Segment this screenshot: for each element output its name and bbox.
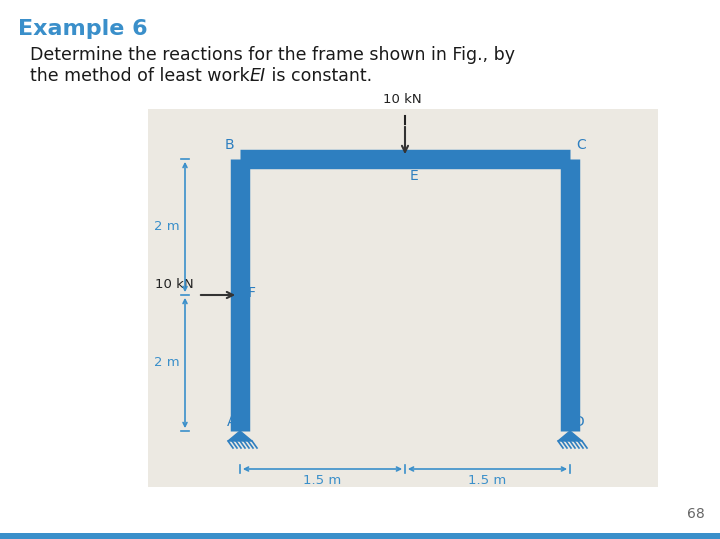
Text: B: B [225,138,234,152]
Polygon shape [558,431,582,441]
Text: F: F [248,286,256,300]
Bar [148,109,658,487]
Text: C: C [576,138,586,152]
Text: 1.5 m: 1.5 m [469,474,507,487]
Text: the method of least work.: the method of least work. [30,67,261,85]
Text: EI: EI [250,67,266,85]
Text: 2 m: 2 m [154,220,180,233]
Text: A: A [227,415,236,429]
Text: Example 6: Example 6 [18,19,148,39]
Text: is constant.: is constant. [266,67,372,85]
Text: 1.5 m: 1.5 m [303,474,341,487]
Text: Determine the reactions for the frame shown in Fig., by: Determine the reactions for the frame sh… [30,46,515,64]
Text: 68: 68 [688,507,705,521]
Text: 10 kN: 10 kN [156,278,194,291]
Text: 2 m: 2 m [154,356,180,370]
Text: D: D [574,415,585,429]
Polygon shape [228,431,252,441]
Text: 10 kN: 10 kN [383,93,421,106]
Text: E: E [410,169,419,183]
Bar [0,533,720,539]
